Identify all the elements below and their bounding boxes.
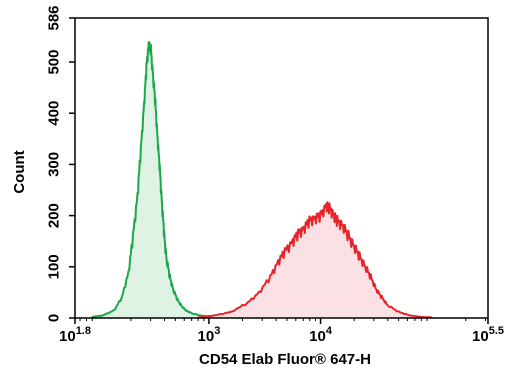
x-axis-title: CD54 Elab Fluor® 647-H <box>199 351 371 368</box>
y-tick-label: 200 <box>45 203 62 228</box>
axes-layer: 0 100 200 300 400 500 586 101.8 103 104 105.5 <box>45 5 504 345</box>
x-tick-label: 103 <box>198 325 221 345</box>
plot-layer <box>91 41 433 319</box>
y-tick-label: 0 <box>45 314 62 322</box>
y-tick-label: 100 <box>45 254 62 279</box>
series-1-area <box>197 202 433 318</box>
y-tick-label: 586 <box>45 5 62 30</box>
x-tick-label: 105.5 <box>472 325 504 345</box>
series-0-area <box>91 42 243 319</box>
plot-frame <box>74 17 489 319</box>
y-tick-label: 500 <box>45 50 62 75</box>
y-tick-label: 300 <box>45 152 62 177</box>
series-1-line <box>197 201 433 319</box>
y-tick-label: 400 <box>45 101 62 126</box>
series-0-line <box>91 41 243 319</box>
x-tick-label: 104 <box>309 325 333 345</box>
y-axis-title: Count <box>11 150 28 193</box>
x-tick-label: 101.8 <box>59 325 91 345</box>
